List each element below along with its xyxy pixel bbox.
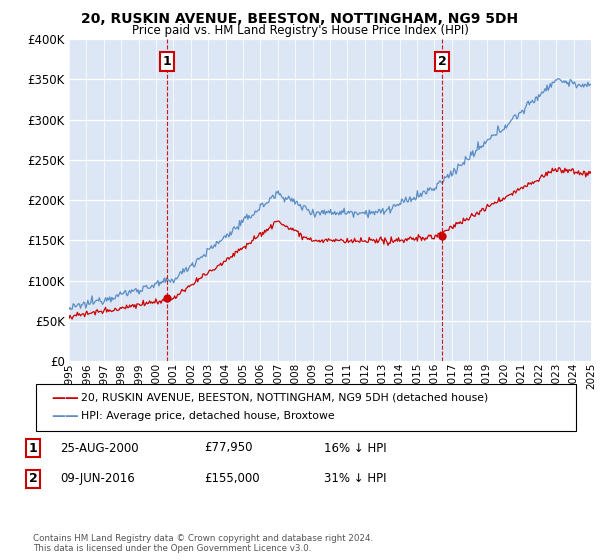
Text: 09-JUN-2016: 09-JUN-2016	[60, 472, 135, 486]
Text: 2: 2	[29, 472, 37, 486]
Text: £155,000: £155,000	[204, 472, 260, 486]
Text: ——: ——	[51, 391, 79, 404]
Text: 1: 1	[163, 55, 172, 68]
Text: Price paid vs. HM Land Registry's House Price Index (HPI): Price paid vs. HM Land Registry's House …	[131, 24, 469, 36]
Text: 1: 1	[29, 441, 37, 455]
Text: 2: 2	[437, 55, 446, 68]
Text: HPI: Average price, detached house, Broxtowe: HPI: Average price, detached house, Brox…	[81, 411, 335, 421]
Text: 16% ↓ HPI: 16% ↓ HPI	[324, 441, 386, 455]
Text: 25-AUG-2000: 25-AUG-2000	[60, 441, 139, 455]
Text: 20, RUSKIN AVENUE, BEESTON, NOTTINGHAM, NG9 5DH: 20, RUSKIN AVENUE, BEESTON, NOTTINGHAM, …	[82, 12, 518, 26]
Text: 20, RUSKIN AVENUE, BEESTON, NOTTINGHAM, NG9 5DH (detached house): 20, RUSKIN AVENUE, BEESTON, NOTTINGHAM, …	[81, 393, 488, 403]
Text: £77,950: £77,950	[204, 441, 253, 455]
Text: 31% ↓ HPI: 31% ↓ HPI	[324, 472, 386, 486]
Text: Contains HM Land Registry data © Crown copyright and database right 2024.
This d: Contains HM Land Registry data © Crown c…	[33, 534, 373, 553]
Text: ——: ——	[51, 409, 79, 423]
